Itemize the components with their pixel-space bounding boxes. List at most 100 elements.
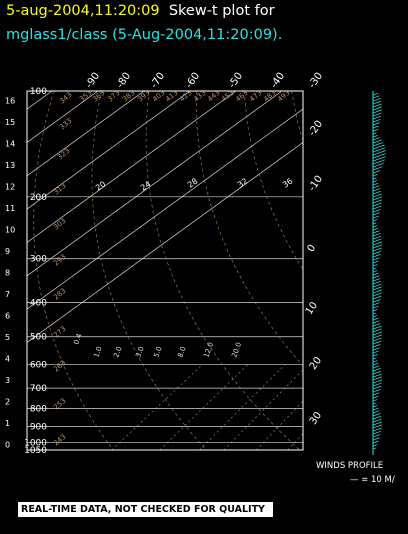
dry-adiabat-label: 253 (52, 397, 67, 412)
wind-barb (372, 365, 380, 369)
wind-barb (372, 292, 382, 297)
top-temperature-label: -50 (227, 71, 245, 91)
wind-profile: WINDS PROFILE — = 10 M/ (316, 91, 395, 485)
height-tick-label: 5 (5, 333, 10, 342)
wind-barb (372, 323, 381, 327)
wind-barb (372, 196, 383, 201)
right-temperature-label: 10 (304, 300, 320, 317)
wind-barb (372, 405, 378, 408)
wind-barb (372, 170, 381, 174)
wind-barb (372, 447, 377, 450)
wind-barb (372, 280, 382, 285)
wind-barb (372, 418, 382, 423)
height-tick-label: 7 (5, 290, 10, 299)
wind-barb (372, 340, 382, 345)
wind-barb (372, 244, 383, 249)
wind-barb (372, 427, 382, 432)
wind-barb (372, 430, 382, 435)
wind-barb (372, 424, 383, 429)
wind-barb (372, 233, 381, 237)
dry-adiabat-label: 313 (52, 182, 67, 197)
wind-barb (372, 399, 378, 402)
wind-barb (372, 434, 381, 438)
moist-adiabat-label: 28 (186, 176, 200, 189)
wind-barb (372, 188, 381, 192)
dry-adiabat-line (243, 91, 303, 271)
wind-barb (372, 115, 382, 120)
wind-barb (372, 250, 382, 255)
moist-adiabat-label: 36 (281, 176, 295, 189)
wind-barb (372, 103, 382, 108)
right-temperature-label: 20 (308, 355, 324, 372)
wind-barb (372, 392, 380, 396)
mixing-ratio-line (159, 364, 249, 450)
wind-barb (372, 185, 380, 189)
wind-barb (372, 421, 383, 426)
wind-barb (372, 257, 380, 261)
wind-barb (372, 395, 379, 399)
wind-barb (372, 190, 382, 195)
wind-barb (372, 128, 379, 132)
wind-barb (372, 264, 378, 267)
isotherm-line (27, 91, 283, 277)
height-tick-label: 0 (5, 441, 10, 450)
dry-adiabat-label: 243 (52, 433, 67, 448)
wind-barb (372, 305, 379, 309)
wind-barb (372, 135, 378, 138)
top-temperature-label: -90 (84, 71, 102, 91)
title-label: Skew-t plot for (168, 3, 275, 19)
wind-barb (372, 182, 379, 186)
wind-barb (372, 376, 383, 381)
dry-adiabat-label: 273 (52, 325, 67, 340)
right-temperature-label: -10 (307, 174, 325, 194)
wind-barb (372, 122, 380, 126)
wind-profile-label: WINDS PROFILE (316, 461, 383, 471)
dry-adiabat-label: 343 (58, 91, 73, 106)
wind-barb (372, 156, 386, 162)
wind-barb (372, 360, 378, 363)
mixing-ratio-label: 5.0 (152, 345, 163, 358)
wind-barb (372, 385, 382, 390)
wind-barb (372, 212, 380, 216)
wind-barb (372, 278, 381, 282)
isotherm-line (27, 142, 303, 343)
wind-barb (372, 317, 379, 321)
height-tick-label: 6 (5, 312, 10, 321)
mixing-ratio-label: 2.0 (112, 345, 123, 358)
mixing-ratio-line (199, 364, 286, 450)
wind-barb (372, 320, 380, 324)
wind-barb (372, 132, 377, 135)
wind-barb (372, 437, 380, 441)
wind-barb (372, 328, 382, 333)
isotherm-line (27, 91, 237, 243)
wind-barb (372, 370, 382, 375)
wind-barb (372, 368, 381, 372)
height-tick-label: 16 (5, 96, 15, 105)
mixing-ratio-line (256, 400, 303, 450)
wind-barb (372, 180, 378, 183)
wind-barb (372, 247, 382, 252)
height-tick-label: 10 (5, 225, 15, 234)
wind-barb (372, 382, 382, 387)
wind-barb (372, 254, 381, 258)
wind-barb (372, 109, 383, 114)
wind-barb (372, 275, 380, 279)
title-time: 5-aug-2004,11:20:09 (6, 3, 160, 19)
wind-barb (372, 260, 379, 264)
wind-barb (372, 444, 378, 447)
wind-barb (372, 312, 377, 315)
mixing-ratio-label: 3.0 (134, 345, 145, 358)
wind-barb (372, 315, 378, 318)
wind-barb (372, 289, 383, 294)
wind-barb (372, 402, 377, 405)
dewpoint-trace (307, 91, 373, 443)
right-temperature-label: -20 (307, 119, 325, 139)
wind-barb (372, 286, 383, 291)
pressure-tick-label: 800 (30, 404, 47, 414)
wind-barb (372, 139, 382, 144)
moist-adiabat-label: 32 (236, 176, 250, 189)
height-tick-label: 15 (5, 118, 15, 127)
wind-barb (372, 373, 382, 378)
dry-adiabat-line (91, 91, 207, 450)
